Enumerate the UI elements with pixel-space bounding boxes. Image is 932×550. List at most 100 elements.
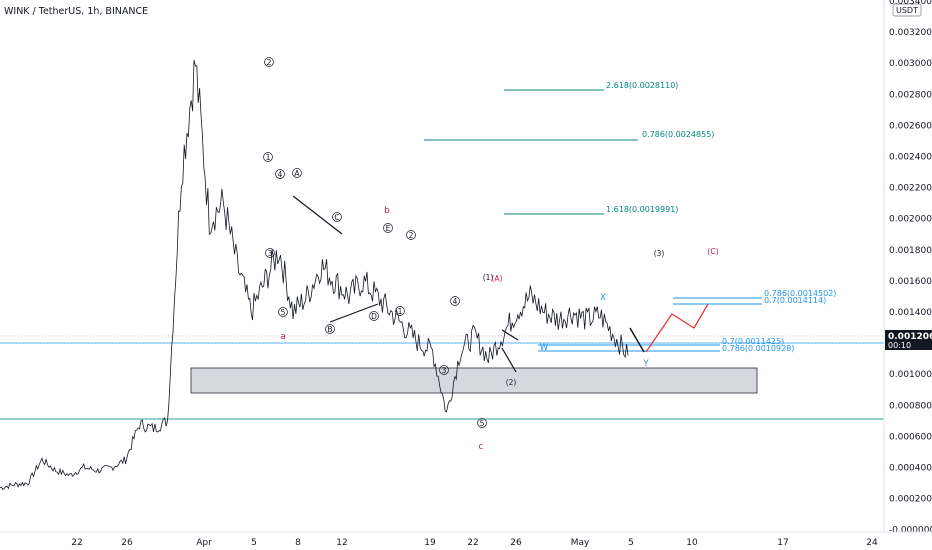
price-tick-label: 0.0002000 <box>889 495 932 505</box>
svg-text:E: E <box>386 224 391 233</box>
fib-label-0786-b: 0.786(0.0014502) <box>764 289 836 298</box>
red-wave-labels: a b c (A) (C) <box>280 206 719 452</box>
wave-label-D[interactable]: D <box>369 311 379 322</box>
wave-label-2-mid[interactable]: 2 <box>406 230 416 241</box>
flag-line-2[interactable] <box>501 347 517 373</box>
wave-label-2-top[interactable]: 2 <box>264 57 274 68</box>
blue-label-X[interactable]: X <box>600 293 606 303</box>
time-ticks: 22 26 Apr 5 8 12 19 22 26 May 5 10 17 24 <box>71 538 878 548</box>
wave-label-B[interactable]: B <box>325 324 335 335</box>
price-line[interactable] <box>0 60 629 491</box>
wave-label-3[interactable]: 3 <box>265 248 275 259</box>
svg-text:5: 5 <box>281 308 286 317</box>
red-label-b[interactable]: b <box>384 206 390 216</box>
wave-label-A[interactable]: A <box>292 168 302 179</box>
svg-text:A: A <box>294 169 300 178</box>
fib-label-0786-c: 0.786(0.0010928) <box>722 344 794 353</box>
blue-wave-labels: X W Y <box>540 293 650 369</box>
wave-label-E[interactable]: E <box>383 223 393 234</box>
svg-text:D: D <box>371 312 377 321</box>
wave-label-4-mid[interactable]: 4 <box>450 296 460 307</box>
time-tick-label: 19 <box>424 538 436 548</box>
wave-label-paren-3[interactable]: (3) <box>654 249 665 258</box>
time-tick-label: Apr <box>196 538 212 548</box>
triangle-pattern <box>292 195 645 373</box>
red-label-paren-C[interactable]: (C) <box>707 247 719 256</box>
red-projection-path[interactable] <box>645 303 709 353</box>
svg-text:3: 3 <box>268 249 273 258</box>
plot-area[interactable] <box>0 0 884 532</box>
wave-label-4[interactable]: 4 <box>275 169 285 180</box>
fib-label-2618: 2.618(0.0028110) <box>606 81 678 90</box>
wave-label-paren-1[interactable]: (1) <box>483 273 494 282</box>
price-tick-label: -0.0000000 <box>889 526 932 536</box>
svg-text:4: 4 <box>453 297 458 306</box>
time-tick-label: 5 <box>251 538 257 548</box>
time-tick-label: 8 <box>295 538 301 548</box>
time-tick-label: 12 <box>336 538 347 548</box>
fib-label-0786-upper: 0.786(0.0024855) <box>642 130 714 139</box>
wave-label-3-low[interactable]: 3 <box>439 365 449 376</box>
wave-label-1-mid[interactable]: 1 <box>395 306 405 317</box>
time-tick-label: 26 <box>510 538 522 548</box>
time-tick-label: 17 <box>777 538 788 548</box>
time-tick-label: 5 <box>628 538 634 548</box>
wave-label-C[interactable]: C <box>332 212 342 223</box>
fib-levels: 2.618(0.0028110) 0.786(0.0024855) 1.618(… <box>424 81 836 353</box>
svg-text:1: 1 <box>398 307 403 316</box>
last-price-value: 0.0012060 <box>888 332 932 342</box>
triangle-lower-line[interactable] <box>329 303 379 323</box>
time-tick-label: 22 <box>467 538 478 548</box>
fib-label-1618: 1.618(0.0019991) <box>606 205 678 214</box>
blue-label-W[interactable]: W <box>540 343 549 353</box>
wave-labels: 2 1 4 A 3 5 C B E 2 D 1 4 3 5 (2) (1) (3… <box>263 57 665 429</box>
countdown-timer: 00:10 <box>888 341 911 350</box>
red-label-paren-A[interactable]: (A) <box>492 274 503 283</box>
red-label-a[interactable]: a <box>280 332 286 342</box>
svg-text:C: C <box>334 213 339 222</box>
blue-label-Y[interactable]: Y <box>642 359 649 369</box>
time-axis[interactable]: 22 26 Apr 5 8 12 19 22 26 May 5 10 17 24 <box>0 531 932 548</box>
wave-label-1[interactable]: 1 <box>263 152 273 163</box>
wave-label-paren-2[interactable]: (2) <box>506 378 517 387</box>
svg-text:2: 2 <box>267 58 272 67</box>
last-price-badge[interactable] <box>885 330 932 350</box>
time-tick-label: 24 <box>866 538 878 548</box>
svg-text:1: 1 <box>266 153 271 162</box>
currency-badge-label: USDT <box>896 6 918 15</box>
wave-label-5[interactable]: 5 <box>278 307 288 318</box>
svg-text:B: B <box>327 325 332 334</box>
support-zone[interactable] <box>190 367 758 394</box>
fib-label-07-c: 0.7(0.0011425) <box>722 337 784 346</box>
projection-line-black[interactable] <box>629 327 645 353</box>
flag-line-1[interactable] <box>501 329 519 341</box>
svg-text:3: 3 <box>442 366 447 375</box>
currency-badge[interactable] <box>892 3 922 17</box>
triangle-upper-line[interactable] <box>292 195 343 235</box>
svg-text:2: 2 <box>409 231 414 240</box>
svg-text:4: 4 <box>278 170 283 179</box>
time-tick-label: 22 <box>71 538 82 548</box>
fib-label-07-b: 0.7(0.0014114) <box>764 296 826 305</box>
svg-text:5: 5 <box>480 419 485 428</box>
wave-label-5-low[interactable]: 5 <box>477 418 487 429</box>
red-label-c[interactable]: c <box>479 442 484 452</box>
